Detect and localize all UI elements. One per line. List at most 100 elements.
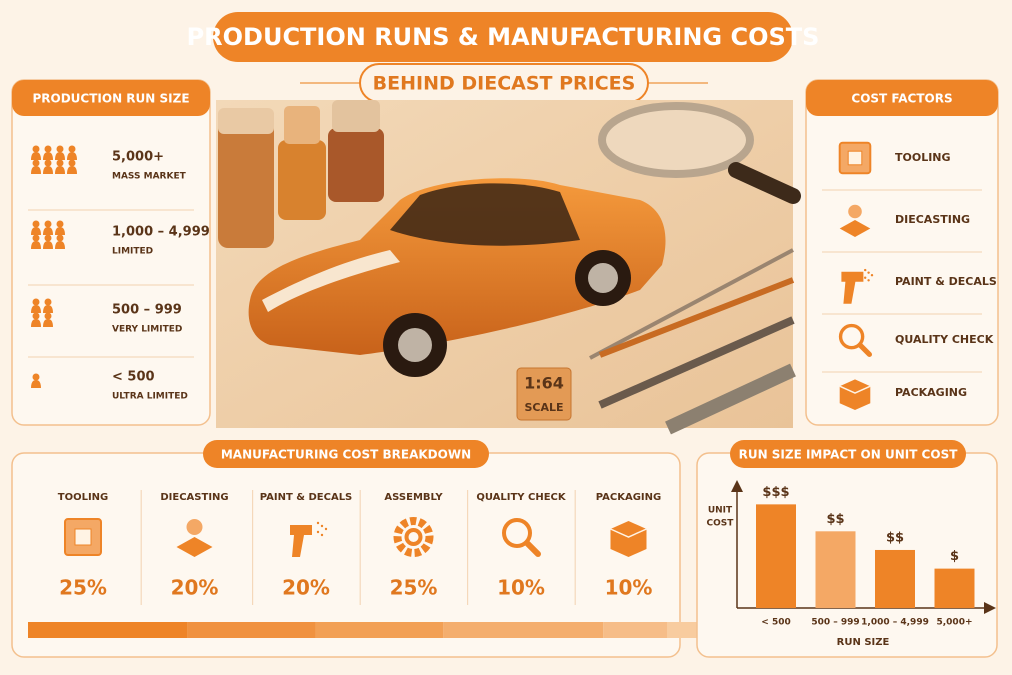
bar bbox=[875, 549, 915, 608]
person-head bbox=[44, 220, 52, 228]
run-label: MASS MARKET bbox=[112, 172, 187, 182]
run-size-panel bbox=[11, 79, 211, 426]
icon-spray-dot bbox=[316, 521, 320, 525]
cost-factor: DIECASTING bbox=[895, 213, 970, 226]
panel-header bbox=[12, 80, 210, 116]
icon-spray-dot bbox=[316, 530, 320, 534]
person-body bbox=[43, 305, 53, 313]
icon-spray-dot bbox=[320, 533, 324, 537]
x-tick-label: 1,000 – 4,999 bbox=[861, 618, 929, 628]
cost-segment bbox=[443, 622, 604, 638]
x-tick-label: 5,000+ bbox=[936, 618, 972, 628]
car-windows bbox=[390, 183, 580, 246]
bar-label: $$ bbox=[826, 512, 844, 527]
title-pill bbox=[213, 12, 793, 62]
panel-title: COST FACTORS bbox=[851, 92, 952, 106]
icon-handle bbox=[524, 540, 541, 557]
person-body bbox=[55, 241, 65, 249]
cost-share: 25% bbox=[59, 576, 107, 600]
person-head bbox=[44, 298, 52, 306]
cost-segment bbox=[315, 622, 444, 638]
person-head bbox=[32, 312, 40, 320]
person-body bbox=[55, 227, 65, 235]
x-tick-label: < 500 bbox=[761, 618, 790, 628]
icon-spray-dot bbox=[864, 276, 867, 279]
person-head bbox=[56, 220, 64, 228]
page-subtitle: BEHIND DIECAST PRICES bbox=[373, 73, 636, 95]
icon-ladle bbox=[839, 220, 871, 237]
icon-box bbox=[839, 379, 871, 410]
cost-share: 10% bbox=[605, 576, 653, 600]
hub bbox=[398, 328, 432, 362]
paint-jar bbox=[278, 140, 326, 220]
icon-lens bbox=[838, 323, 865, 350]
run-label: VERY LIMITED bbox=[112, 325, 182, 335]
icon-lens bbox=[502, 518, 532, 548]
scale-label: SCALE bbox=[524, 401, 563, 414]
icon-ladle bbox=[176, 537, 213, 557]
icon-gear bbox=[393, 517, 434, 557]
icon-gear-hub bbox=[404, 528, 423, 546]
run-range: < 500 bbox=[112, 370, 155, 385]
icon-box-top bbox=[839, 385, 871, 394]
jar-lid bbox=[218, 108, 274, 134]
cost-segment bbox=[603, 622, 667, 638]
cost-category: DIECASTING bbox=[160, 492, 228, 503]
x-axis-label: RUN SIZE bbox=[837, 637, 890, 648]
icon-box-top bbox=[610, 528, 647, 538]
person-body bbox=[31, 319, 41, 327]
cost-factor: QUALITY CHECK bbox=[895, 333, 994, 346]
icon-spray bbox=[841, 271, 864, 304]
person-body bbox=[31, 380, 41, 388]
panel-title: RUN SIZE IMPACT ON UNIT COST bbox=[739, 448, 959, 462]
person-body bbox=[43, 166, 53, 174]
person-head bbox=[56, 145, 64, 153]
cost-factor: PAINT & DECALS bbox=[895, 275, 997, 288]
icon-ladle-drop bbox=[848, 204, 862, 219]
person-head bbox=[32, 234, 40, 242]
person-body bbox=[31, 152, 41, 160]
person-head bbox=[44, 234, 52, 242]
icon-spray-dot bbox=[324, 527, 328, 531]
jar-lid bbox=[332, 100, 380, 132]
y-axis-label: COST bbox=[707, 519, 735, 529]
cost-category: ASSEMBLY bbox=[384, 492, 443, 503]
run-label: ULTRA LIMITED bbox=[112, 392, 188, 402]
cost-category: PACKAGING bbox=[596, 492, 661, 503]
page-title: PRODUCTION RUNS & MANUFACTURING COSTS bbox=[187, 23, 820, 51]
person-head bbox=[68, 145, 76, 153]
icon-cube-core bbox=[74, 528, 92, 546]
cost-segment bbox=[187, 622, 316, 638]
icon-cube-core bbox=[847, 150, 863, 166]
tweezers bbox=[598, 316, 795, 409]
jar-lid bbox=[284, 106, 320, 144]
person-body bbox=[43, 227, 53, 235]
cost-share: 20% bbox=[282, 576, 330, 600]
person-head bbox=[56, 159, 64, 167]
icon-spray bbox=[290, 525, 312, 557]
paint-jar bbox=[218, 118, 274, 248]
run-label: LIMITED bbox=[112, 247, 153, 257]
run-impact-chart: UNIT COST RUN SIZE $$$ < 500 $$ 500 – 999 $$ 1,0… bbox=[707, 480, 996, 648]
cost-category: QUALITY CHECK bbox=[476, 492, 567, 503]
hub bbox=[588, 263, 618, 293]
run-size-rows: 5,000+ MASS MARKET 1,000 – 4,999 LIMITED 500… bbox=[28, 145, 210, 402]
person-head bbox=[68, 159, 76, 167]
bar bbox=[815, 531, 856, 608]
panel-header bbox=[730, 440, 966, 468]
person-body bbox=[55, 166, 65, 174]
person-head bbox=[44, 159, 52, 167]
cost-category: PAINT & DECALS bbox=[260, 492, 353, 503]
person-body bbox=[67, 166, 77, 174]
scale: 1:64 bbox=[524, 374, 564, 393]
icon-spray-dot bbox=[867, 279, 870, 282]
person-body bbox=[31, 166, 41, 174]
panel-title: MANUFACTURING COST BREAKDOWN bbox=[221, 448, 471, 462]
panel-header bbox=[203, 440, 489, 468]
icon-spray-dot bbox=[867, 271, 870, 274]
person-head bbox=[32, 145, 40, 153]
paint-jar bbox=[328, 128, 384, 202]
person-head bbox=[32, 159, 40, 167]
person-body bbox=[31, 227, 41, 235]
knife bbox=[665, 363, 796, 435]
